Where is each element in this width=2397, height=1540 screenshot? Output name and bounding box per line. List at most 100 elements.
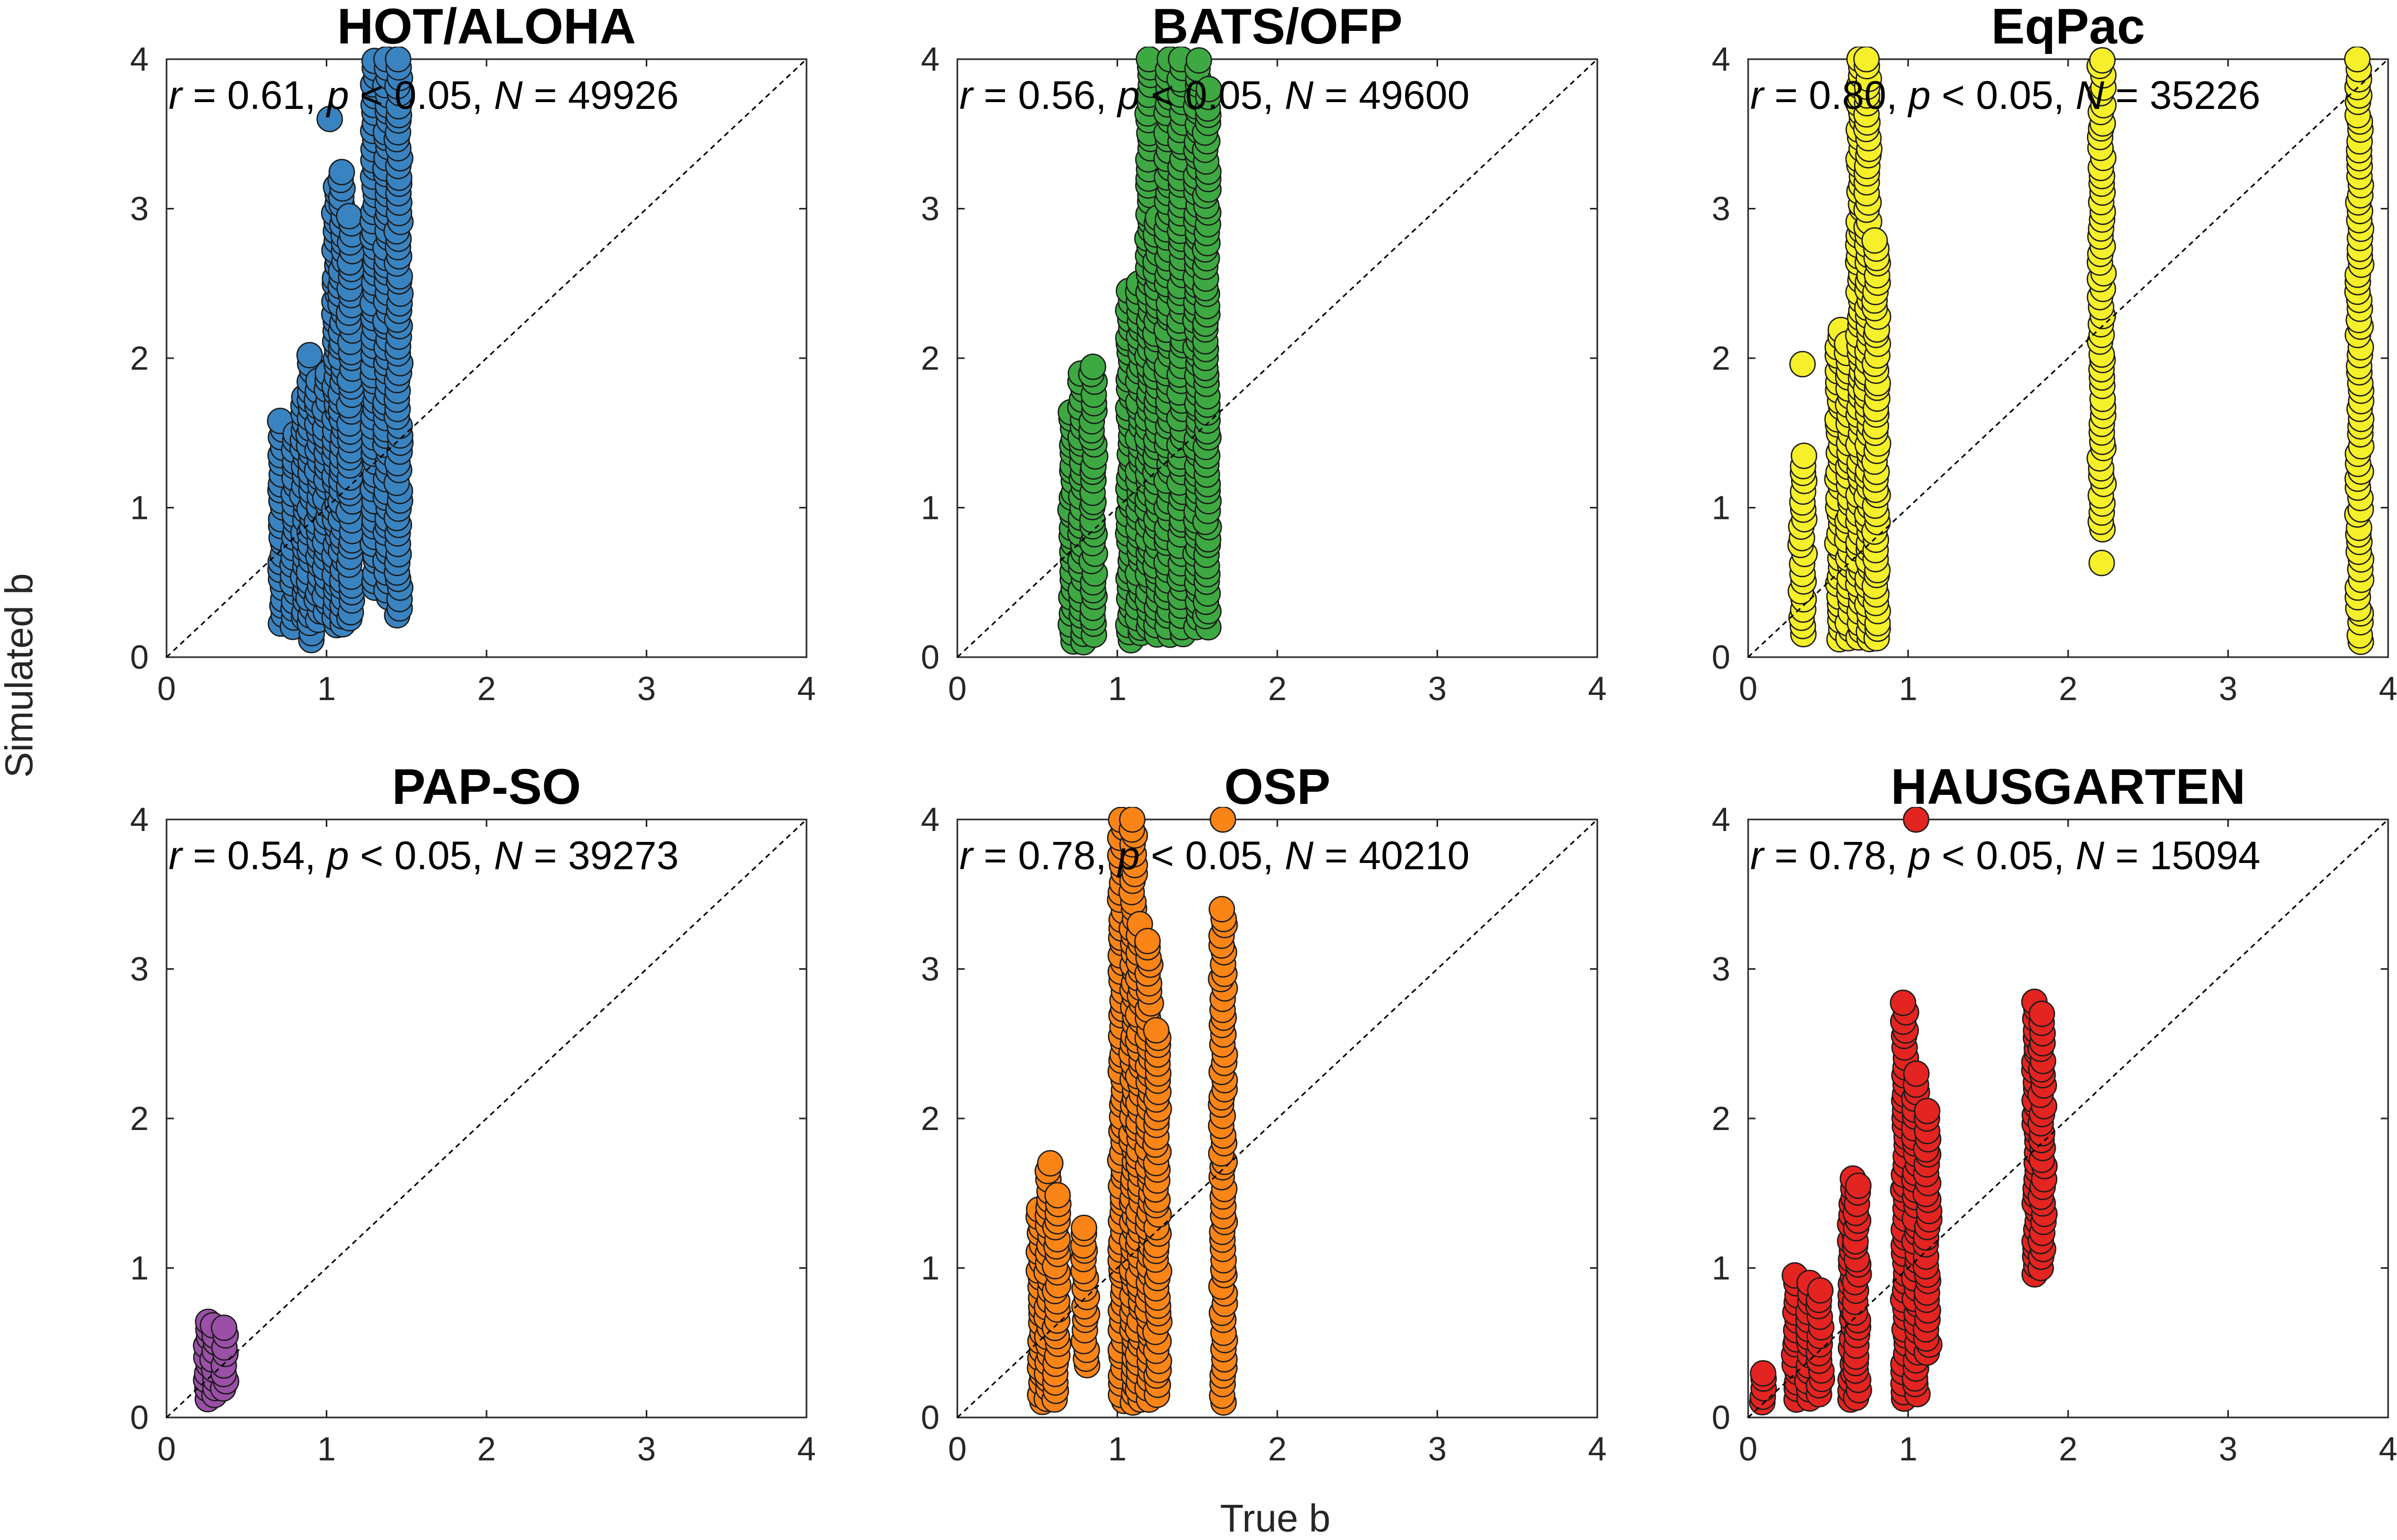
stats-annotation: r = 0.78, p < 0.05, N = 15094 [1750,834,2260,878]
y-tick-label: 0 [130,638,149,676]
stat-value: = 0.78, [973,834,1118,878]
stats-annotation: r = 0.78, p < 0.05, N = 40210 [959,834,1470,878]
stat-symbol: r [1750,73,1765,118]
scatter-point [1853,47,1880,73]
stat-symbol: p [1907,834,1930,878]
stat-value: = 40210 [1313,834,1470,878]
scatter-series [267,47,414,653]
y-tick-label: 2 [921,1100,940,1137]
scatter-point [1845,1172,1872,1199]
x-tick-label: 2 [2059,670,2078,707]
stat-symbol: r [169,834,183,878]
one-to-one-line [1747,818,2389,1419]
y-tick-label: 4 [1711,40,1730,78]
y-tick-label: 4 [921,801,940,838]
x-tick-label: 2 [477,1430,496,1468]
scatter-series [1787,47,2375,655]
x-tick-label: 4 [797,670,816,707]
panel-title: BATS/OFP [1152,0,1402,54]
scatter-point [2344,47,2371,73]
y-tick-label: 2 [1711,1100,1730,1137]
stat-value: < 0.05, [349,73,494,118]
stat-value: < 0.05, [1930,834,2075,878]
scatter-point [1914,1098,1941,1124]
scatter-point [2028,1000,2056,1027]
x-tick-label: 2 [2059,1430,2078,1468]
stat-value: = 39273 [523,834,679,878]
stat-symbol: N [2075,834,2104,878]
x-tick-label: 3 [637,1430,656,1468]
scatter-point [1789,351,1816,378]
y-tick-label: 3 [921,190,940,228]
y-tick-label: 1 [921,1249,940,1287]
stat-value: = 49600 [1313,73,1470,118]
stat-symbol: p [1907,73,1930,118]
y-tick-label: 1 [921,489,940,527]
scatter-point [1196,75,1222,103]
x-tick-label: 2 [477,670,496,707]
y-tick-label: 1 [1711,489,1730,527]
stat-value: = 0.61, [182,73,327,118]
scatter-point [1750,1360,1776,1387]
scatter-point [1791,442,1817,469]
x-tick-label: 1 [1899,670,1918,707]
stat-value: = 0.56, [973,73,1118,118]
scatter-point [1070,1214,1098,1242]
panel-title: OSP [1224,759,1331,815]
x-tick-label: 1 [1108,1430,1127,1468]
stat-value: < 0.05, [1930,73,2075,118]
x-tick-label: 4 [1588,1430,1607,1468]
x-tick-label: 4 [2379,670,2397,707]
one-to-one-line [956,818,1598,1419]
scatter-point [1209,807,1236,833]
x-tick-label: 0 [157,1430,176,1468]
stat-symbol: N [1285,73,1313,118]
x-tick-label: 3 [2219,670,2238,707]
stat-value: = 49926 [523,73,679,118]
y-tick-label: 3 [921,950,940,988]
stat-value: = 15094 [2104,834,2260,878]
x-tick-label: 0 [1739,670,1758,707]
stat-value: < 0.05, [1140,73,1285,118]
stat-symbol: r [959,834,974,878]
stat-symbol: r [1750,834,1765,878]
y-tick-label: 4 [130,801,149,838]
scatter-point [1143,1017,1170,1044]
panel-title: HOT/ALOHA [337,0,636,54]
x-tick-label: 4 [2379,1430,2397,1468]
stat-symbol: N [494,834,523,878]
scatter-point [1208,896,1235,923]
x-tick-label: 3 [1428,1430,1447,1468]
y-tick-label: 4 [1711,801,1730,838]
scatter-point [1037,1150,1064,1177]
scatter-point [336,203,363,230]
y-tick-label: 2 [921,339,940,377]
stat-symbol: p [326,834,349,878]
stats-annotation: r = 0.80, p < 0.05, N = 35226 [1750,73,2260,118]
stat-value: = 35226 [2104,73,2260,118]
x-tick-label: 3 [2219,1430,2238,1468]
y-tick-label: 4 [921,40,940,78]
one-to-one-line [165,58,808,658]
scatter-series [1749,807,2058,1416]
y-tick-label: 1 [130,489,149,527]
x-tick-label: 3 [1428,670,1447,707]
x-tick-label: 1 [1108,670,1127,707]
x-tick-label: 0 [948,670,967,707]
y-tick-label: 2 [130,339,149,377]
y-tick-label: 0 [130,1399,149,1436]
stat-symbol: p [1117,73,1140,118]
scatter-point [2088,549,2115,577]
y-tick-label: 3 [130,190,149,228]
x-tick-label: 0 [948,1430,967,1468]
one-to-one-line [1747,58,2389,658]
stat-symbol: r [959,73,974,118]
y-tick-label: 2 [130,1100,149,1137]
y-tick-label: 4 [130,40,149,78]
y-tick-label: 3 [130,950,149,988]
